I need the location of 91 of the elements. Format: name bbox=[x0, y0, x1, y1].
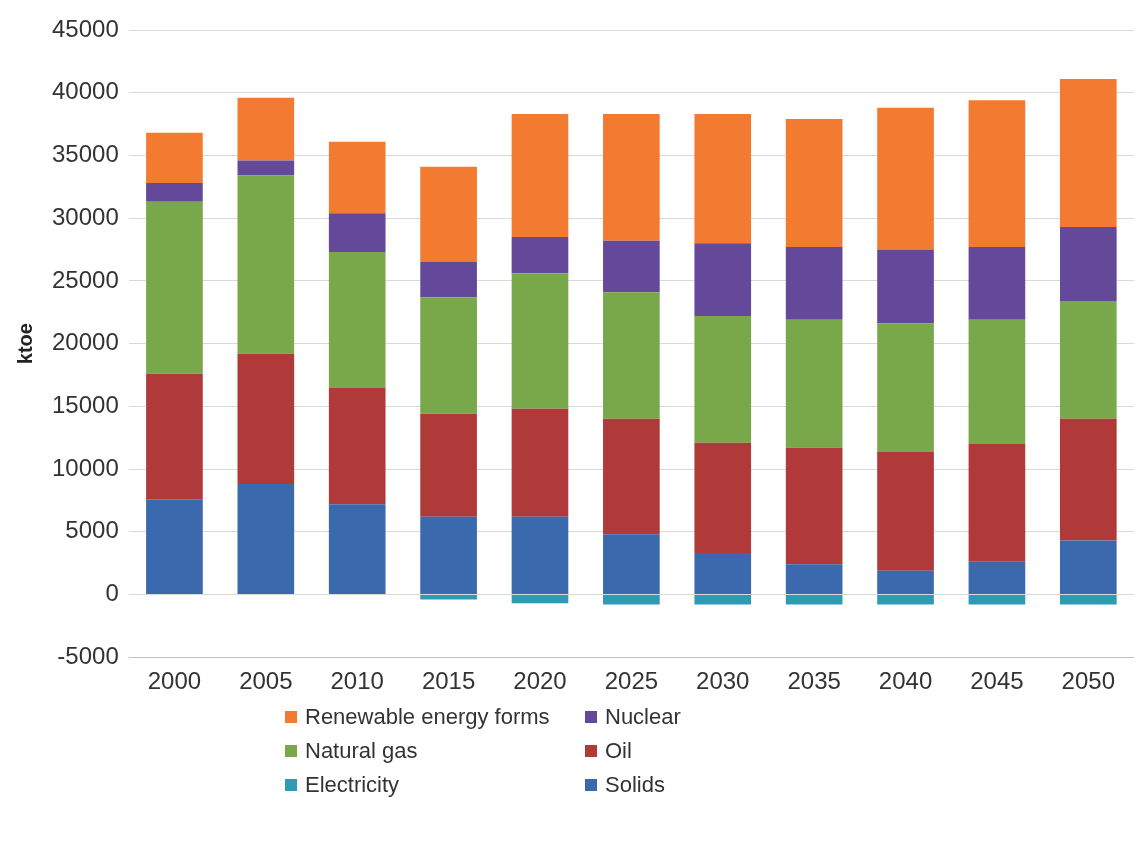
bar bbox=[328, 141, 386, 214]
bar bbox=[603, 240, 660, 293]
bar bbox=[968, 594, 1026, 605]
y-tick-label: -5000 bbox=[57, 641, 119, 669]
bar bbox=[603, 418, 660, 535]
x-tick-label: 2050 bbox=[1061, 667, 1115, 695]
bar bbox=[603, 594, 660, 605]
y-tick-label: 5000 bbox=[65, 516, 119, 544]
bar bbox=[785, 319, 843, 448]
bar bbox=[968, 319, 1026, 444]
bar bbox=[237, 484, 295, 594]
y-tick-label: 45000 bbox=[51, 14, 119, 42]
x-tick-label: 2010 bbox=[330, 667, 384, 695]
x-tick-label: 2025 bbox=[604, 667, 659, 695]
bar bbox=[694, 594, 752, 605]
bar bbox=[420, 516, 477, 594]
bar bbox=[146, 183, 203, 202]
bar bbox=[1059, 78, 1117, 227]
bar bbox=[237, 97, 295, 161]
bar bbox=[328, 252, 386, 388]
legend-label: Natural gas bbox=[305, 738, 418, 764]
bar bbox=[1059, 300, 1117, 419]
bar bbox=[968, 443, 1026, 562]
x-tick-label: 2040 bbox=[878, 667, 933, 695]
bar bbox=[511, 273, 569, 409]
y-axis-title: ktoe bbox=[13, 323, 36, 365]
x-tick-label: 2035 bbox=[787, 667, 841, 695]
bar bbox=[785, 594, 843, 605]
y-tick-label: 10000 bbox=[51, 453, 119, 481]
y-tick-label: 30000 bbox=[51, 202, 119, 230]
x-tick-label: 2045 bbox=[970, 667, 1024, 695]
bar bbox=[1059, 226, 1117, 301]
bar bbox=[785, 564, 843, 594]
bar bbox=[420, 262, 477, 298]
bar bbox=[877, 594, 934, 605]
y-tick-label: 25000 bbox=[51, 265, 119, 293]
bar bbox=[603, 534, 660, 594]
bar bbox=[877, 451, 934, 571]
bar bbox=[877, 107, 934, 250]
bar bbox=[146, 132, 203, 184]
x-tick-label: 2020 bbox=[513, 667, 567, 695]
x-tick-label: 2015 bbox=[421, 667, 476, 695]
bar bbox=[968, 561, 1026, 594]
bar bbox=[237, 175, 295, 354]
x-tick-label: 2005 bbox=[239, 667, 293, 695]
bar bbox=[694, 553, 752, 594]
bar bbox=[877, 570, 934, 594]
y-tick-label: 35000 bbox=[51, 140, 119, 168]
y-tick-label: 15000 bbox=[51, 390, 119, 418]
bar bbox=[1059, 540, 1117, 594]
bar bbox=[968, 247, 1026, 320]
bar bbox=[511, 516, 569, 594]
bar bbox=[785, 247, 843, 320]
bar bbox=[511, 594, 569, 604]
y-tick-label: 20000 bbox=[51, 328, 119, 356]
bar bbox=[420, 297, 477, 414]
bar bbox=[146, 499, 203, 594]
bar bbox=[694, 114, 752, 244]
bar bbox=[146, 373, 203, 500]
legend-label: Oil bbox=[605, 738, 632, 764]
legend-label: Nuclear bbox=[605, 704, 681, 730]
bar bbox=[785, 119, 843, 248]
bar bbox=[877, 323, 934, 452]
bar bbox=[694, 442, 752, 554]
bar bbox=[877, 249, 934, 324]
y-tick-label: 40000 bbox=[51, 77, 119, 105]
bar bbox=[511, 114, 569, 237]
bar bbox=[694, 316, 752, 443]
bar bbox=[1059, 594, 1117, 605]
y-tick-label: 0 bbox=[105, 579, 119, 607]
bar bbox=[237, 160, 295, 176]
bar bbox=[328, 504, 386, 594]
x-tick-label: 2030 bbox=[696, 667, 750, 695]
bar bbox=[511, 236, 569, 274]
bar bbox=[511, 408, 569, 517]
bar bbox=[1059, 418, 1117, 541]
bar bbox=[603, 114, 660, 241]
legend-label: Renewable energy forms bbox=[305, 704, 550, 730]
bar bbox=[603, 292, 660, 419]
bar bbox=[420, 413, 477, 517]
bar bbox=[237, 353, 295, 485]
x-tick-label: 2000 bbox=[147, 667, 202, 695]
bar bbox=[694, 243, 752, 316]
bar bbox=[328, 387, 386, 505]
bar bbox=[785, 447, 843, 565]
bar bbox=[420, 166, 477, 263]
bar bbox=[146, 201, 203, 374]
bar bbox=[328, 213, 386, 253]
legend-label: Electricity bbox=[305, 772, 400, 798]
bar bbox=[968, 100, 1026, 248]
legend-label: Solids bbox=[605, 772, 665, 798]
